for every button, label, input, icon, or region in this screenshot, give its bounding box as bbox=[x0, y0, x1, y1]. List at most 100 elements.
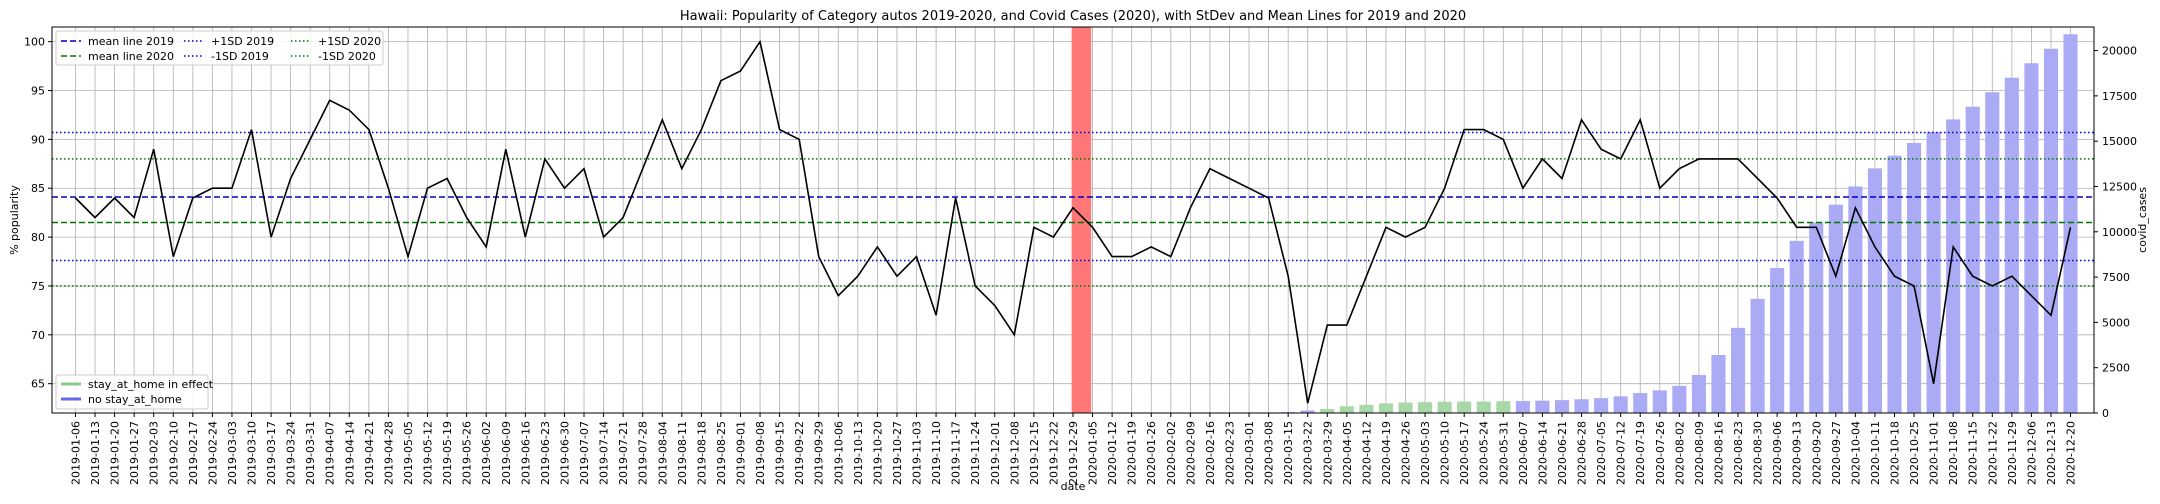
x-tick-label: 2020-04-19 bbox=[1380, 421, 1393, 485]
left-y-ticks: 65 70 75 80 85 90 95 100 bbox=[24, 36, 52, 391]
covid-bar bbox=[1848, 186, 1863, 413]
x-tick-label: 2020-03-15 bbox=[1282, 421, 1295, 485]
x-tick-label: 2019-12-22 bbox=[1047, 421, 1060, 485]
x-tick-label: 2020-03-08 bbox=[1263, 421, 1276, 485]
covid-bar bbox=[1300, 410, 1315, 413]
x-tick-label: 2019-09-22 bbox=[793, 421, 806, 485]
covid-bar bbox=[1652, 390, 1667, 413]
x-tick-label: 2019-06-23 bbox=[539, 421, 552, 485]
x-tick-label: 2019-02-24 bbox=[206, 421, 219, 485]
x-tick-label: 2019-09-29 bbox=[813, 421, 826, 485]
covid-bar bbox=[1828, 204, 1843, 413]
x-tick-label: 2019-10-20 bbox=[871, 421, 884, 485]
x-tick-label: 2019-12-15 bbox=[1028, 421, 1041, 485]
y-axis-label: % popularity bbox=[8, 185, 21, 255]
covid-bar bbox=[2043, 48, 2059, 413]
x-tick-label: 2020-03-29 bbox=[1321, 421, 1334, 485]
x-tick-label: 2019-06-16 bbox=[519, 421, 532, 485]
x-tick-label: 2020-04-12 bbox=[1360, 421, 1373, 485]
y2-tick-label: 15000 bbox=[2102, 135, 2137, 148]
y-tick-label: 65 bbox=[31, 378, 45, 391]
x-tick-label: 2020-03-01 bbox=[1243, 421, 1256, 485]
y-tick-label: 75 bbox=[31, 280, 45, 293]
y-tick-label: 95 bbox=[31, 85, 45, 98]
x-tick-label: 2020-02-16 bbox=[1204, 421, 1217, 485]
legend-top-label: -1SD 2020 bbox=[318, 50, 376, 63]
x-tick-label: 2020-05-10 bbox=[1439, 421, 1452, 485]
x-tick-label: 2020-07-05 bbox=[1595, 421, 1608, 485]
y2-tick-label: 2500 bbox=[2102, 362, 2130, 375]
x-tick-label: 2019-04-07 bbox=[324, 421, 337, 485]
x-tick-label: 2019-08-04 bbox=[656, 421, 669, 485]
covid-bar bbox=[1320, 408, 1335, 413]
x-tick-label: 2020-07-19 bbox=[1634, 421, 1647, 485]
covid-bar bbox=[1887, 155, 1902, 413]
covid-bar bbox=[1750, 298, 1765, 413]
x-tick-label: 2020-09-27 bbox=[1830, 421, 1843, 485]
x-tick-label: 2019-02-03 bbox=[148, 421, 161, 485]
covid-bar bbox=[1437, 401, 1452, 413]
covid-bar bbox=[1359, 404, 1374, 413]
x-tick-label: 2019-05-19 bbox=[441, 421, 454, 485]
covid-bar bbox=[1633, 393, 1648, 413]
y2-tick-label: 12500 bbox=[2102, 180, 2137, 193]
x-tick-label: 2020-05-24 bbox=[1478, 421, 1491, 485]
x-tick-label: 2019-01-06 bbox=[70, 421, 83, 485]
x-tick-label: 2019-02-17 bbox=[187, 421, 200, 485]
x-tick-label: 2019-07-07 bbox=[578, 421, 591, 485]
covid-bar bbox=[1613, 396, 1628, 413]
x-tick-label: 2019-09-15 bbox=[774, 421, 787, 485]
covid-bar bbox=[1946, 119, 1961, 413]
x-axis-label: date bbox=[1061, 480, 1086, 493]
x-tick-label: 2020-12-20 bbox=[2065, 421, 2078, 485]
x-tick-label: 2020-11-29 bbox=[2006, 421, 2019, 485]
x-tick-label: 2020-03-22 bbox=[1302, 421, 1315, 485]
covid-bar bbox=[1926, 132, 1941, 414]
x-tick-label: 2020-07-26 bbox=[1654, 421, 1667, 485]
x-tick-label: 2019-08-18 bbox=[695, 421, 708, 485]
covid-bar bbox=[1985, 92, 2000, 413]
x-tick-label: 2019-06-02 bbox=[480, 421, 493, 485]
covid-bar bbox=[1339, 406, 1354, 413]
legend-bottom-label: stay_at_home in effect bbox=[88, 378, 214, 391]
x-tick-label: 2019-03-03 bbox=[226, 421, 239, 485]
x-tick-label: 2019-03-17 bbox=[265, 421, 278, 485]
covid-bar bbox=[1672, 385, 1687, 413]
x-tick-label: 2019-06-30 bbox=[559, 421, 572, 485]
x-tick-label: 2019-10-27 bbox=[891, 421, 904, 485]
covid-bar bbox=[1398, 402, 1413, 413]
y-tick-label: 80 bbox=[31, 231, 45, 244]
x-tick-label: 2019-05-26 bbox=[461, 421, 474, 485]
covid-bar bbox=[1770, 268, 1785, 413]
x-tick-label: 2020-08-23 bbox=[1732, 421, 1745, 485]
chart-title: Hawaii: Popularity of Category autos 201… bbox=[680, 9, 1466, 24]
covid-bar bbox=[1554, 400, 1570, 413]
x-tick-label: 2020-06-21 bbox=[1556, 421, 1569, 485]
x-tick-label: 2019-05-05 bbox=[402, 421, 415, 485]
x-tick-label: 2020-10-25 bbox=[1908, 421, 1921, 485]
x-tick-label: 2019-03-31 bbox=[304, 421, 317, 485]
x-tick-label: 2020-06-14 bbox=[1536, 421, 1549, 485]
x-tick-label: 2019-01-13 bbox=[89, 421, 102, 485]
legend-top-label: mean line 2020 bbox=[88, 50, 174, 63]
covid-bar bbox=[1378, 403, 1393, 413]
y2-axis-label: covid_cases bbox=[2136, 187, 2149, 253]
y-tick-label: 85 bbox=[31, 182, 45, 195]
x-tick-label: 2019-11-10 bbox=[930, 421, 943, 485]
right-y-ticks: 0 2500 5000 7500 10000 12500 15000 17500 20000 bbox=[2094, 45, 2137, 420]
x-tick-label: 2019-12-29 bbox=[1067, 421, 1080, 485]
x-tick-label: 2020-08-30 bbox=[1752, 421, 1765, 485]
x-tick-label: 2020-02-09 bbox=[1184, 421, 1197, 485]
x-tick-label: 2020-10-04 bbox=[1849, 421, 1862, 485]
popularity-line bbox=[74, 39, 2072, 404]
covid-bar bbox=[1476, 401, 1491, 413]
x-tick-label: 2019-01-27 bbox=[128, 421, 141, 485]
x-tick-label: 2020-08-09 bbox=[1693, 421, 1706, 485]
y2-tick-label: 5000 bbox=[2102, 316, 2130, 329]
reference-lines bbox=[52, 131, 2094, 287]
highlight-band-rect bbox=[1071, 27, 1092, 413]
x-tick-label: 2020-01-26 bbox=[1145, 421, 1158, 485]
covid-bar bbox=[2063, 34, 2078, 413]
x-tick-label: 2020-09-06 bbox=[1771, 421, 1784, 485]
